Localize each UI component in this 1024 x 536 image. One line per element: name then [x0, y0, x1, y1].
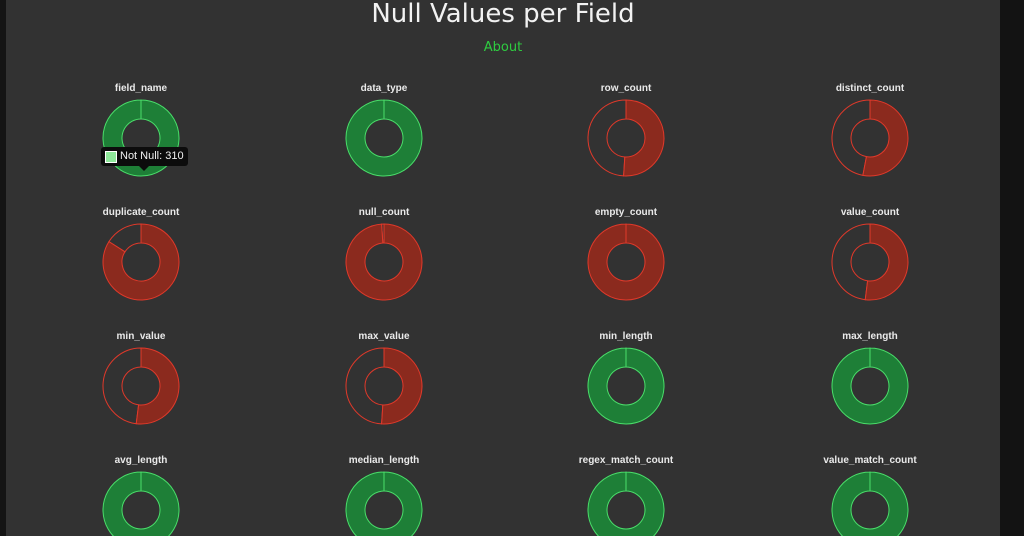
donut-ring[interactable]: [830, 346, 910, 426]
donut-label: empty_count: [594, 207, 658, 218]
legend-swatch-icon: [105, 150, 117, 163]
null-slice[interactable]: [623, 99, 665, 177]
null-slice[interactable]: [864, 223, 909, 301]
donut-ring[interactable]: [586, 470, 666, 536]
donut-chart-min-value: min_value: [41, 331, 241, 455]
donut-chart-max-length: max_length: [770, 331, 970, 455]
donut-label: max_length: [842, 331, 898, 342]
not-null-slice[interactable]: [831, 99, 871, 176]
window-right-edge: [1000, 0, 1024, 536]
not-null-slice[interactable]: [831, 347, 909, 425]
donut-label: median_length: [348, 455, 420, 466]
donut-label: max_value: [358, 331, 410, 342]
donut-chart-median-length: median_length: [284, 455, 484, 536]
not-null-slice[interactable]: [345, 347, 385, 425]
not-null-slice[interactable]: [102, 471, 180, 536]
donut-ring[interactable]: [344, 470, 424, 536]
about-link[interactable]: About: [483, 40, 523, 55]
donut-label: distinct_count: [835, 83, 905, 94]
donut-chart-null-count: null_count: [284, 207, 484, 331]
null-slice[interactable]: [135, 347, 180, 425]
donut-chart-duplicate-count: duplicate_count: [41, 207, 241, 331]
donut-ring[interactable]: [830, 470, 910, 536]
donut-label: min_length: [599, 331, 653, 342]
donut-chart-avg-length: avg_length: [41, 455, 241, 536]
page-title: Null Values per Field: [371, 0, 635, 29]
donut-chart-empty-count: empty_count: [526, 207, 726, 331]
donut-label: value_match_count: [823, 455, 917, 466]
not-null-slice[interactable]: [587, 99, 627, 177]
not-null-slice[interactable]: [345, 471, 423, 536]
donut-label: data_type: [360, 83, 408, 94]
donut-ring[interactable]: [344, 222, 424, 302]
donut-chart-row-count: row_count: [526, 83, 726, 207]
donut-ring[interactable]: [830, 98, 910, 178]
not-null-slice[interactable]: [587, 347, 665, 425]
null-slice[interactable]: [862, 99, 909, 177]
donut-label: duplicate_count: [102, 207, 180, 218]
not-null-slice[interactable]: [831, 223, 871, 301]
null-slice[interactable]: [345, 223, 423, 301]
donut-chart-value-match-count: value_match_count: [770, 455, 970, 536]
null-slice[interactable]: [587, 223, 665, 301]
donut-ring[interactable]: [344, 98, 424, 178]
null-slice[interactable]: [102, 223, 180, 301]
donut-label: regex_match_count: [578, 455, 674, 466]
donut-ring[interactable]: [101, 346, 181, 426]
donut-chart-min-length: min_length: [526, 331, 726, 455]
window-left-edge: [0, 0, 6, 536]
tooltip-text: Not Null: 310: [120, 150, 184, 162]
main-panel: Null Values per Field About field_name No…: [6, 0, 1000, 536]
not-null-slice[interactable]: [831, 471, 909, 536]
donut-ring[interactable]: [101, 470, 181, 536]
donut-chart-data-type: data_type: [284, 83, 484, 207]
donut-label: value_count: [840, 207, 900, 218]
donut-label: null_count: [358, 207, 410, 218]
donut-ring[interactable]: [586, 98, 666, 178]
donut-ring[interactable]: [586, 222, 666, 302]
donut-chart-value-count: value_count: [770, 207, 970, 331]
donut-chart-field-name: field_name Not Null: 310: [41, 83, 241, 207]
tooltip-arrow: [139, 166, 150, 171]
donut-ring[interactable]: [830, 222, 910, 302]
donut-ring[interactable]: [101, 222, 181, 302]
donut-label: avg_length: [114, 455, 168, 466]
donut-label: field_name: [114, 83, 168, 94]
donut-chart-max-value: max_value: [284, 331, 484, 455]
chart-tooltip: Not Null: 310: [101, 147, 188, 171]
donut-ring[interactable]: [586, 346, 666, 426]
donut-chart-regex-match-count: regex_match_count: [526, 455, 726, 536]
not-null-slice[interactable]: [345, 99, 423, 177]
donut-label: row_count: [600, 83, 652, 94]
donut-chart-distinct-count: distinct_count: [770, 83, 970, 207]
null-slice[interactable]: [381, 347, 423, 425]
not-null-slice[interactable]: [102, 347, 142, 425]
donut-label: min_value: [116, 331, 166, 342]
not-null-slice[interactable]: [587, 471, 665, 536]
donut-ring[interactable]: [344, 346, 424, 426]
